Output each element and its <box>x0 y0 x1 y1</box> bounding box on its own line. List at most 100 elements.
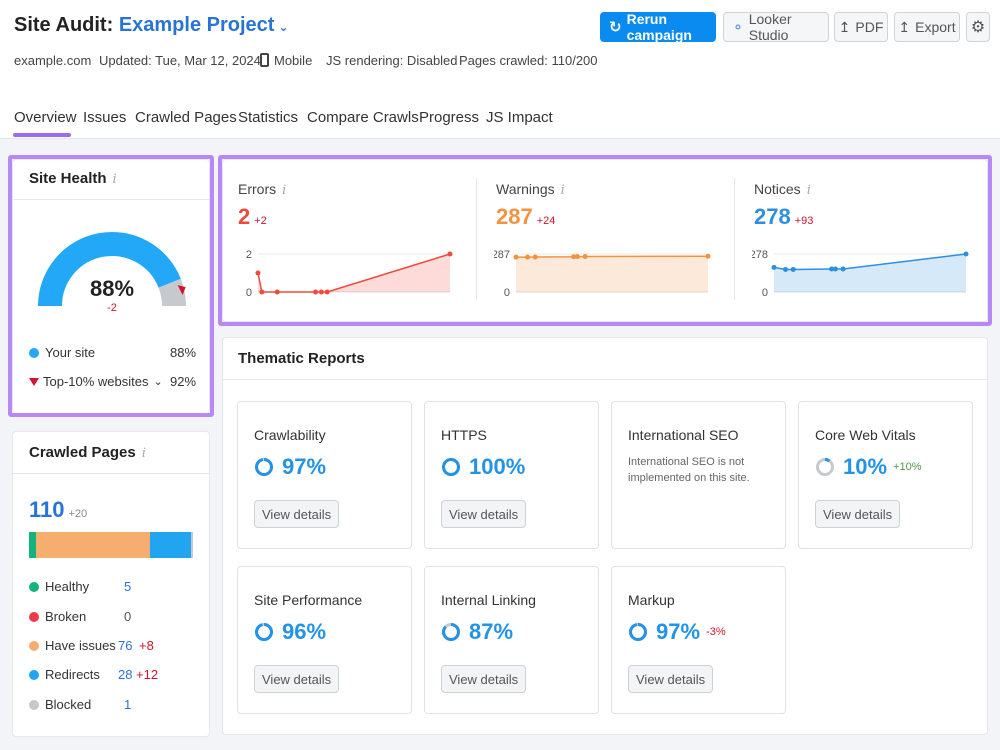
chart-point[interactable] <box>259 289 265 295</box>
pdf-button[interactable]: ↥ PDF <box>834 12 888 42</box>
row-value[interactable]: 28 <box>118 667 133 682</box>
donut-fill <box>442 623 460 641</box>
settings-button[interactable]: ⚙ <box>966 12 990 42</box>
view-details-button[interactable]: View details <box>254 665 340 693</box>
info-icon[interactable]: i <box>560 183 565 198</box>
bar-segment-blocked[interactable] <box>191 532 193 558</box>
row-blocked[interactable]: Blocked <box>29 697 91 712</box>
errors-value[interactable]: 2 +2 <box>238 204 267 230</box>
info-icon[interactable]: i <box>806 183 811 198</box>
chart-point[interactable] <box>840 266 846 272</box>
looker-studio-icon: ⚬ <box>732 18 744 35</box>
chart-tick-label: 278 <box>752 249 768 261</box>
refresh-icon: ↻ <box>609 19 622 36</box>
tab-compare-crawls[interactable]: Compare Crawls <box>307 109 419 126</box>
looker-studio-button[interactable]: ⚬ Looker Studio <box>723 11 829 43</box>
row-value[interactable]: 1 <box>124 697 132 712</box>
tab-progress[interactable]: Progress <box>419 109 480 126</box>
view-details-button[interactable]: View details <box>254 500 340 528</box>
chart-point[interactable] <box>582 254 588 260</box>
chart-point[interactable] <box>274 289 280 295</box>
chart-point[interactable] <box>318 289 324 295</box>
notices-label[interactable]: Notices i <box>754 181 811 198</box>
crawled-total-text: 110 <box>29 497 65 522</box>
report-markup[interactable]: Markup 97% -3% View details <box>611 566 786 714</box>
row-have-issues[interactable]: Have issues <box>29 638 116 653</box>
report-score: 10% +10% <box>815 454 922 480</box>
project-selector[interactable]: Example Project ⌄ <box>119 14 289 36</box>
report-internal-linking[interactable]: Internal Linking 87% View details <box>424 566 599 714</box>
tab-statistics[interactable]: Statistics <box>238 109 299 126</box>
chart-point[interactable] <box>447 251 453 257</box>
chart-line <box>516 255 709 258</box>
chart-point[interactable] <box>574 254 580 260</box>
report-https[interactable]: HTTPS 100% View details <box>424 401 599 549</box>
triangle-down-icon <box>29 377 39 386</box>
chart-point[interactable] <box>783 266 789 272</box>
crawled-pages-card <box>12 431 210 737</box>
errors-label[interactable]: Errors i <box>238 181 286 198</box>
bar-segment-have-issues[interactable] <box>36 532 150 558</box>
export-button[interactable]: ↥ Export <box>894 12 960 42</box>
bar-segment-redirects[interactable] <box>149 532 192 558</box>
row-healthy[interactable]: Healthy <box>29 579 89 594</box>
notices-label-text: Notices <box>754 181 801 197</box>
crawled-total-delta: +20 <box>68 508 88 520</box>
warnings-value[interactable]: 287 +24 <box>496 204 555 230</box>
row-redirects[interactable]: Redirects <box>29 667 100 682</box>
report-title: Internal Linking <box>441 592 536 608</box>
chart-point[interactable] <box>513 254 519 260</box>
view-details-button[interactable]: View details <box>628 665 714 693</box>
chevron-down-icon: ⌄ <box>278 20 289 34</box>
info-icon[interactable]: i <box>141 446 146 461</box>
report-title: Markup <box>628 592 675 608</box>
info-icon[interactable]: i <box>112 172 117 187</box>
errors-chart: 20 <box>246 249 453 296</box>
chart-tick-label: 2 <box>246 249 252 261</box>
warnings-label[interactable]: Warnings i <box>496 181 565 198</box>
chart-point[interactable] <box>532 254 538 260</box>
chart-point[interactable] <box>525 254 531 260</box>
legend-top10[interactable]: Top-10% websites ⌄ <box>29 374 163 389</box>
notices-chart: 278 0 <box>752 249 969 296</box>
row-label: Have issues <box>45 638 116 653</box>
row-broken[interactable]: Broken <box>29 609 86 624</box>
bar-segment-healthy[interactable] <box>29 532 37 558</box>
chart-point[interactable] <box>963 251 969 257</box>
report-site-performance[interactable]: Site Performance 96% View details <box>237 566 412 714</box>
chart-point[interactable] <box>324 289 330 295</box>
column-separator <box>734 178 735 300</box>
notices-value[interactable]: 278 +93 <box>754 204 813 230</box>
report-pct: 97% <box>656 619 701 644</box>
info-icon[interactable]: i <box>282 183 287 198</box>
donut-icon <box>255 458 273 476</box>
upload-icon: ↥ <box>898 18 911 35</box>
row-value[interactable]: 76 <box>118 638 133 653</box>
row-value: 0 <box>124 609 132 624</box>
row-value[interactable]: 5 <box>124 579 132 594</box>
crawled-pages-total[interactable]: 110 +20 <box>29 497 87 523</box>
view-details-button[interactable]: View details <box>441 500 527 528</box>
chart-point[interactable] <box>255 270 261 276</box>
tab-overview[interactable]: Overview <box>14 109 77 126</box>
tab-issues[interactable]: Issues <box>83 109 127 126</box>
chart-point[interactable] <box>705 253 711 259</box>
site-health-highlight <box>8 155 214 417</box>
pdf-label: PDF <box>855 19 884 35</box>
view-details-button[interactable]: View details <box>441 665 527 693</box>
chart-point[interactable] <box>771 264 777 270</box>
report-core-web-vitals[interactable]: Core Web Vitals 10% +10% View details <box>798 401 973 549</box>
donut-icon <box>442 623 460 641</box>
chart-point[interactable] <box>829 266 835 272</box>
rerun-campaign-button[interactable]: ↻ Rerun campaign <box>600 11 716 43</box>
chart-point[interactable] <box>790 266 796 272</box>
report-international-seo[interactable]: International SEO International SEO is n… <box>611 401 786 549</box>
tab-js-impact[interactable]: JS Impact <box>486 109 553 126</box>
chart-point[interactable] <box>313 289 319 295</box>
report-crawlability[interactable]: Crawlability 97% View details <box>237 401 412 549</box>
tab-crawled-pages[interactable]: Crawled Pages <box>135 109 237 126</box>
view-details-button[interactable]: View details <box>815 500 901 528</box>
warnings-delta: +24 <box>536 215 556 227</box>
chart-point[interactable] <box>571 254 577 260</box>
chart-point[interactable] <box>832 266 838 272</box>
